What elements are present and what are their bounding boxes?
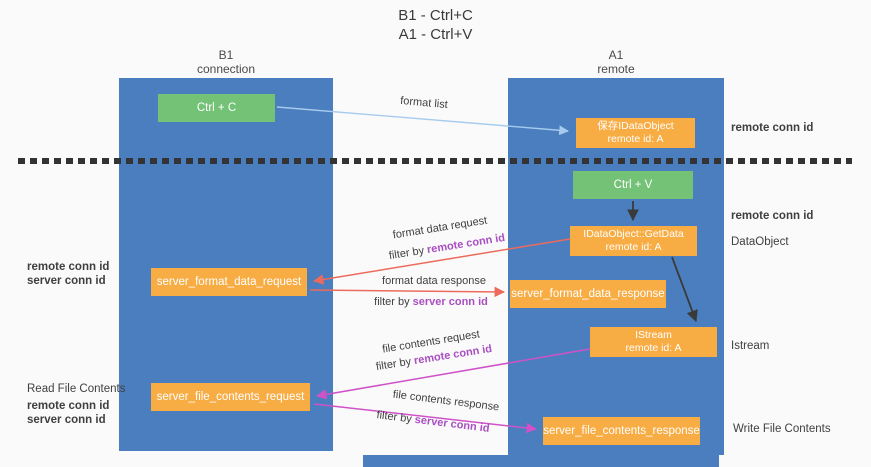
title-line-2: A1 - Ctrl+V bbox=[398, 26, 473, 43]
lane-a1-name: A1 bbox=[608, 48, 624, 62]
remote-conn-id-text: remote conn id bbox=[426, 231, 506, 257]
format-list-label: format list bbox=[399, 94, 449, 112]
save-idataobject-node: 保存IDataObject remote id: A bbox=[576, 118, 695, 148]
ctrl-v-node: Ctrl + V bbox=[573, 171, 693, 199]
server-format-data-response-node: server_format_data_response bbox=[510, 280, 666, 308]
server-conn-id-text: server conn id bbox=[412, 296, 488, 308]
istream-node: IStream remote id: A bbox=[590, 327, 717, 357]
filter-by-text: filter by bbox=[375, 409, 413, 426]
lane-header-a1: A1 remote bbox=[508, 48, 724, 76]
ctrl-c-node: Ctrl + C bbox=[158, 94, 275, 122]
save-idataobject-line2: remote id: A bbox=[607, 133, 664, 145]
file-contents-response-label: file contents response bbox=[392, 388, 500, 414]
server-format-data-request-label: server_format_data_request bbox=[156, 275, 302, 288]
lane-a1-subtitle: remote bbox=[597, 62, 635, 76]
istream-line1: IStream bbox=[635, 329, 672, 341]
server-conn-id-text: server conn id bbox=[414, 413, 491, 435]
remote-conn-id-annotation-left-2: remote conn id bbox=[27, 400, 110, 412]
write-file-contents-annotation: Write File Contents bbox=[733, 423, 831, 435]
server-file-contents-response-label: server_file_contents_response bbox=[543, 424, 700, 437]
format-data-response-label: format data response bbox=[382, 275, 486, 287]
server-file-contents-response-node: server_file_contents_response bbox=[543, 417, 700, 445]
filter-by-text: filter by bbox=[374, 296, 410, 308]
filter-by-server-conn-id-label-2: filter by server conn id bbox=[376, 409, 490, 435]
server-file-contents-request-node: server_file_contents_request bbox=[151, 383, 310, 411]
ctrl-c-label: Ctrl + C bbox=[196, 101, 237, 114]
getdata-node: IDataObject::GetData remote id: A bbox=[570, 226, 697, 256]
filter-by-text: filter by bbox=[375, 355, 413, 374]
format-data-response-arrow bbox=[309, 286, 506, 298]
remote-conn-id-annotation-left-1: remote conn id bbox=[27, 261, 110, 273]
server-file-contents-request-label: server_file_contents_request bbox=[156, 390, 305, 403]
title-line-1: B1 - Ctrl+C bbox=[398, 7, 473, 24]
lane-b1-name: B1 bbox=[218, 48, 234, 62]
filter-by-server-conn-id-label-1: filter by server conn id bbox=[374, 296, 488, 308]
lane-header-b1: B1 connection bbox=[119, 48, 333, 76]
read-file-contents-annotation: Read File Contents bbox=[27, 383, 126, 395]
server-format-data-request-node: server_format_data_request bbox=[151, 268, 307, 296]
server-format-data-response-label: server_format_data_response bbox=[511, 287, 665, 300]
save-idataobject-line1: 保存IDataObject bbox=[597, 120, 674, 132]
diagram-title: B1 - Ctrl+C A1 - Ctrl+V bbox=[0, 6, 871, 44]
server-conn-id-annotation-left-1: server conn id bbox=[27, 275, 106, 287]
remote-conn-id-annotation-2: remote conn id bbox=[731, 210, 814, 222]
dataobject-annotation: DataObject bbox=[731, 236, 789, 248]
remote-conn-id-annotation-1: remote conn id bbox=[731, 122, 814, 134]
getdata-line2: remote id: A bbox=[605, 241, 662, 253]
istream-annotation: Istream bbox=[731, 340, 770, 352]
getdata-line1: IDataObject::GetData bbox=[583, 228, 684, 240]
session-divider-dashed-line bbox=[18, 158, 852, 164]
filter-by-text: filter by bbox=[388, 244, 426, 263]
bottom-lane-strip bbox=[363, 455, 719, 467]
server-conn-id-annotation-left-2: server conn id bbox=[27, 414, 106, 426]
istream-line2: remote id: A bbox=[625, 342, 682, 354]
ctrl-v-label: Ctrl + V bbox=[613, 178, 653, 191]
lane-b1-subtitle: connection bbox=[196, 62, 256, 76]
